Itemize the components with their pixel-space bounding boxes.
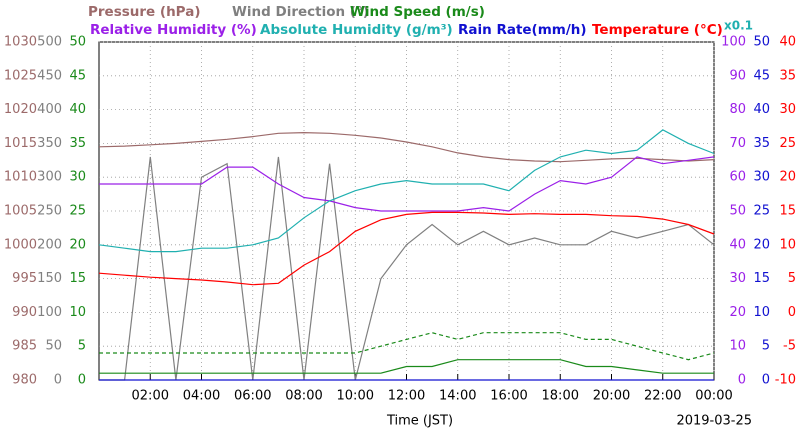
- x-tick-label: 12:00: [388, 389, 425, 404]
- y-tick-label: 100: [37, 305, 62, 320]
- series-line: [99, 359, 714, 374]
- x-tick-label: 20:00: [593, 389, 630, 404]
- y-tick-label: 200: [37, 237, 62, 252]
- y-tick-label: 40: [69, 102, 86, 117]
- y-tick-label: 1020: [4, 102, 37, 117]
- y-tick-label: 150: [37, 271, 62, 286]
- x-tick-label: 18:00: [542, 389, 579, 404]
- y-tick-label: 90: [729, 68, 746, 83]
- y-tick-label: 5: [788, 271, 796, 286]
- date-label: 2019-03-25: [676, 414, 752, 429]
- y-tick-label: 1000: [4, 237, 37, 252]
- x-tick-label: 04:00: [183, 389, 220, 404]
- y-tick-label: 25: [779, 136, 796, 151]
- series-line: [99, 332, 715, 361]
- series-line: [98, 131, 715, 163]
- y-tick-label: 50: [729, 204, 746, 219]
- y-tick-label: 40: [729, 237, 746, 252]
- y-tick-label: 45: [753, 68, 770, 83]
- y-tick-label: 985: [12, 339, 37, 354]
- y-tick-label: 1015: [4, 136, 37, 151]
- y-tick-label: 10: [753, 305, 770, 320]
- y-tick-label: 1025: [4, 68, 37, 83]
- x-tick-label: 10:00: [337, 389, 374, 404]
- x-tick-label: 08:00: [285, 389, 322, 404]
- y-tick-label: 0: [762, 373, 770, 388]
- y-tick-label: 35: [753, 136, 770, 151]
- y-tick-label: 30: [779, 102, 796, 117]
- y-tick-label: 1010: [4, 170, 37, 185]
- y-tick-label: 450: [37, 68, 62, 83]
- x-tick-label: 00:00: [695, 389, 732, 404]
- y-tick-label: 40: [779, 35, 796, 50]
- y-tick-label: 40: [753, 102, 770, 117]
- legend-label: Relative Humidity (%): [90, 22, 257, 38]
- series-line: [99, 156, 715, 381]
- y-tick-label: 10: [729, 339, 746, 354]
- y-tick-label: 45: [69, 68, 86, 83]
- y-tick-label: 990: [12, 305, 37, 320]
- y-tick-label: 35: [69, 136, 86, 151]
- y-tick-label: 400: [37, 102, 62, 117]
- y-tick-label: 350: [37, 136, 62, 151]
- legend-label: Rain Rate(mm/h): [458, 22, 587, 38]
- y-tick-label: 20: [69, 237, 86, 252]
- y-tick-label: 0: [788, 305, 796, 320]
- y-tick-label: 20: [753, 237, 770, 252]
- y-tick-label: 30: [753, 170, 770, 185]
- scale-note: x0.1: [724, 19, 753, 33]
- y-tick-label: 10: [779, 237, 796, 252]
- y-tick-label: 1005: [4, 204, 37, 219]
- y-tick-label: 5: [78, 339, 86, 354]
- series-line: [98, 129, 715, 253]
- legend-label: Absolute Humidity (g/m³): [260, 22, 453, 38]
- legend-label: Pressure (hPa): [88, 4, 201, 20]
- y-tick-label: 30: [729, 271, 746, 286]
- legend-label: Wind Speed (m/s): [350, 4, 485, 20]
- y-tick-label: 35: [779, 68, 796, 83]
- y-tick-label: 500: [37, 35, 62, 50]
- x-axis-label: Time (JST): [386, 414, 453, 429]
- x-tick-label: 16:00: [490, 389, 527, 404]
- y-tick-label: 995: [12, 271, 37, 286]
- y-tick-label: 300: [37, 170, 62, 185]
- y-tick-label: 1030: [4, 35, 37, 50]
- series-line: [98, 211, 715, 286]
- y-tick-label: 0: [738, 373, 746, 388]
- y-tick-label: 5: [762, 339, 770, 354]
- y-tick-label: 30: [69, 170, 86, 185]
- y-tick-label: 0: [54, 373, 62, 388]
- x-tick-label: 22:00: [644, 389, 681, 404]
- y-tick-label: 70: [729, 136, 746, 151]
- x-tick-label: 06:00: [234, 389, 271, 404]
- legend-label: Wind Direction (°): [232, 4, 369, 20]
- y-tick-label: 60: [729, 170, 746, 185]
- y-tick-label: 100: [721, 35, 746, 50]
- y-tick-label: 50: [753, 35, 770, 50]
- y-tick-label: 15: [779, 204, 796, 219]
- y-tick-label: -5: [783, 339, 796, 354]
- y-tick-label: 80: [729, 102, 746, 117]
- x-tick-label: 14:00: [439, 389, 476, 404]
- y-tick-label: 250: [37, 204, 62, 219]
- legend-label: Temperature (°C): [592, 22, 723, 38]
- y-tick-label: 50: [45, 339, 62, 354]
- y-tick-label: 50: [69, 35, 86, 50]
- y-tick-label: 25: [753, 204, 770, 219]
- y-tick-label: 25: [69, 204, 86, 219]
- y-tick-label: 15: [69, 271, 86, 286]
- y-tick-label: 15: [753, 271, 770, 286]
- series-line: [99, 156, 715, 212]
- y-tick-label: 0: [78, 373, 86, 388]
- y-tick-label: 10: [69, 305, 86, 320]
- y-tick-label: 980: [12, 373, 37, 388]
- y-tick-label: 20: [729, 305, 746, 320]
- y-tick-label: 20: [779, 170, 796, 185]
- y-tick-label: -10: [775, 373, 796, 388]
- x-tick-label: 02:00: [132, 389, 169, 404]
